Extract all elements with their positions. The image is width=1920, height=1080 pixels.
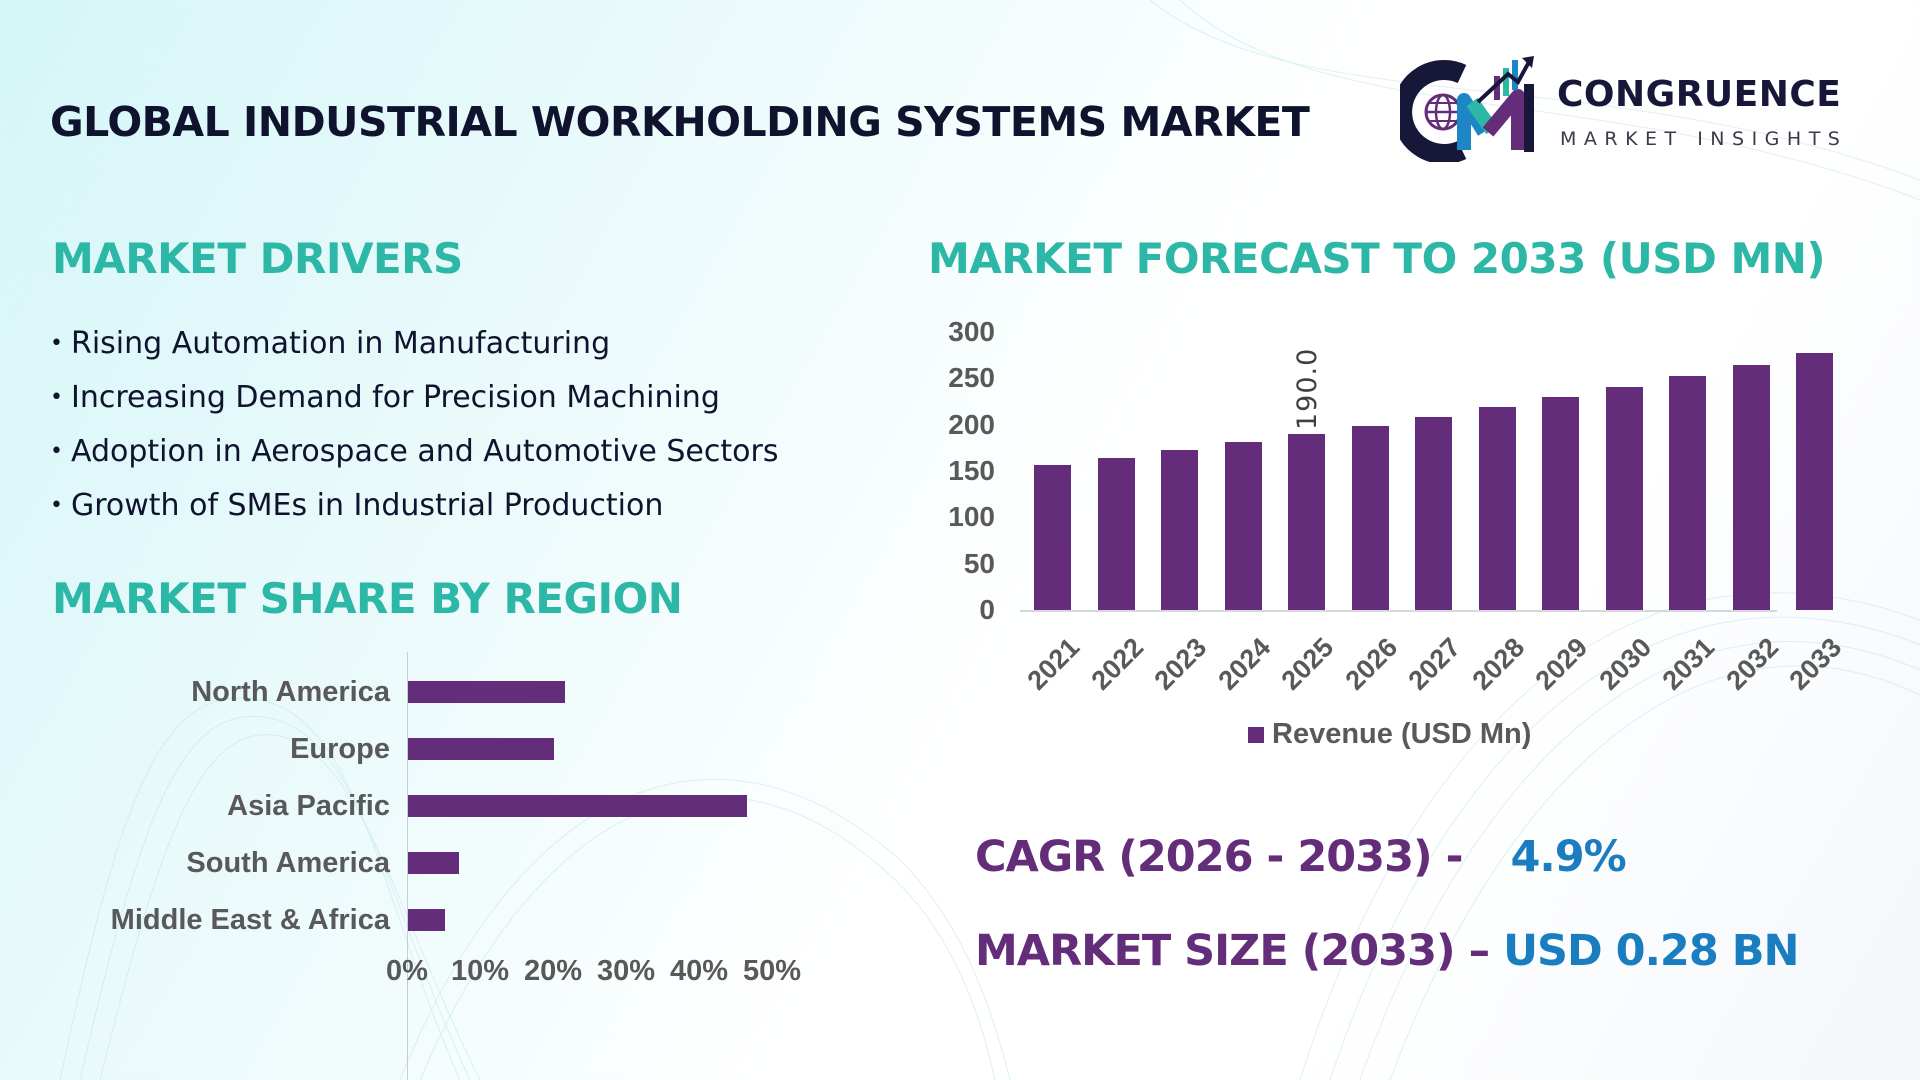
- forecast-bar-chart: 0 50 100 150 200 250 300 2021 2022 2023 2024 2025 19…: [920, 300, 1880, 770]
- x-axis-tick: 2022: [1085, 632, 1149, 696]
- x-axis-tick: 10%: [450, 955, 510, 987]
- region-label: North America: [191, 676, 390, 708]
- cagr-value: 4.9%: [1510, 832, 1626, 882]
- x-axis-tick: 2032: [1720, 632, 1784, 696]
- market-size-value: USD 0.28 BN: [1503, 926, 1799, 976]
- region-row: Middle East & Africa: [50, 905, 850, 935]
- region-label: South America: [186, 847, 390, 879]
- y-axis-tick: 0: [979, 594, 995, 625]
- cm-globe-growth-logo-icon: [1400, 56, 1534, 162]
- x-axis-tick: 50%: [742, 955, 802, 987]
- region-row: Europe: [50, 734, 850, 764]
- x-axis-tick: 2026: [1339, 632, 1403, 696]
- region-label: Europe: [290, 733, 390, 765]
- bullet-icon: •: [50, 331, 63, 356]
- y-axis-tick: 300: [948, 316, 995, 347]
- forecast-heading: MARKET FORECAST TO 2033 (USD MN): [928, 234, 1826, 283]
- x-axis-tick: 2024: [1212, 632, 1276, 696]
- y-axis-tick: 50: [963, 547, 995, 579]
- driver-item: • Growth of SMEs in Industrial Production: [50, 488, 664, 523]
- brand-name: CONGRUENCE: [1557, 74, 1842, 115]
- forecast-bar-2023: [1161, 449, 1198, 610]
- market-drivers-heading: MARKET DRIVERS: [52, 234, 463, 283]
- legend-label: Revenue (USD Mn): [1272, 718, 1532, 750]
- x-axis-tick: 2028: [1466, 632, 1530, 696]
- forecast-bar-2027: [1415, 417, 1452, 610]
- y-axis-tick: 200: [948, 408, 995, 440]
- driver-item: • Increasing Demand for Precision Machini…: [50, 380, 720, 415]
- region-label: Asia Pacific: [227, 790, 390, 822]
- x-axis-tick: 2031: [1656, 632, 1721, 696]
- y-axis-tick: 250: [948, 362, 995, 394]
- bullet-icon: •: [50, 493, 63, 518]
- brand-logo: CONGRUENCE MARKET INSIGHTS: [1400, 52, 1870, 162]
- region-label: Middle East & Africa: [110, 904, 390, 936]
- region-row: North America: [50, 677, 850, 707]
- bullet-icon: •: [50, 385, 63, 410]
- forecast-chart-baseline: [1020, 610, 1777, 612]
- region-bar: [408, 852, 460, 874]
- region-row: Asia Pacific: [50, 791, 850, 821]
- brand-tagline: MARKET INSIGHTS: [1560, 128, 1848, 150]
- forecast-bar-2029: [1542, 396, 1579, 610]
- region-bar: [408, 909, 445, 931]
- x-axis-tick: 2030: [1593, 632, 1657, 696]
- driver-item: • Rising Automation in Manufacturing: [50, 326, 611, 361]
- region-bar: [408, 795, 748, 817]
- region-share-heading: MARKET SHARE BY REGION: [52, 574, 683, 623]
- region-share-chart: North America Europe Asia Pacific South Ame…: [50, 640, 850, 1080]
- cagr-label: CAGR (2026 - 2033) -: [975, 832, 1463, 882]
- forecast-bar-2031: [1669, 376, 1706, 610]
- y-axis-tick: 100: [948, 501, 995, 533]
- cagr-kpi: CAGR (2026 - 2033) - 4.9%: [975, 832, 1627, 882]
- forecast-bar-2026: [1351, 426, 1389, 610]
- x-axis-tick: 2033: [1783, 632, 1848, 696]
- x-axis-tick: 2029: [1529, 632, 1594, 696]
- forecast-bar-2033: [1796, 353, 1833, 610]
- forecast-bar-2025: [1288, 433, 1325, 610]
- x-axis-tick: 2025: [1275, 632, 1340, 696]
- page-title: GLOBAL INDUSTRIAL WORKHOLDING SYSTEMS MA…: [50, 98, 1310, 146]
- market-size-kpi: MARKET SIZE (2033) – USD 0.28 BN: [975, 926, 1799, 976]
- x-axis-tick: 0%: [386, 955, 428, 987]
- region-bar: [408, 681, 565, 703]
- forecast-bar-2024: [1224, 442, 1262, 610]
- x-axis-tick: 2027: [1402, 632, 1467, 696]
- forecast-bar-2022: [1097, 458, 1135, 610]
- region-chart-axis: [407, 652, 408, 1080]
- forecast-bar-2032: [1732, 365, 1770, 610]
- region-bar: [408, 738, 554, 760]
- bullet-icon: •: [50, 439, 63, 464]
- x-axis-tick: 2021: [1021, 632, 1086, 696]
- forecast-bar-2028: [1478, 407, 1516, 610]
- forecast-legend: Revenue (USD Mn): [1248, 718, 1531, 751]
- data-label: 190.0: [1292, 347, 1323, 430]
- drivers-list: • Rising Automation in Manufacturing • Inc…: [50, 322, 778, 538]
- x-axis-tick: 20%: [523, 955, 583, 987]
- forecast-bar-2030: [1605, 386, 1643, 610]
- region-row: South America: [50, 848, 850, 878]
- x-axis-tick: 30%: [596, 955, 656, 987]
- x-axis-tick: 40%: [669, 955, 729, 987]
- y-axis-tick: 150: [948, 455, 995, 486]
- forecast-bar-2021: [1034, 465, 1071, 610]
- x-axis-tick: 2023: [1148, 632, 1213, 696]
- market-size-label: MARKET SIZE (2033) –: [975, 926, 1490, 976]
- driver-item: • Adoption in Aerospace and Automotive Se…: [50, 434, 779, 469]
- legend-swatch-icon: [1248, 726, 1264, 743]
